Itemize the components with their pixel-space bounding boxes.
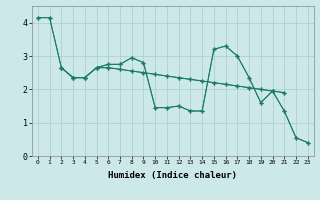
X-axis label: Humidex (Indice chaleur): Humidex (Indice chaleur): [108, 171, 237, 180]
